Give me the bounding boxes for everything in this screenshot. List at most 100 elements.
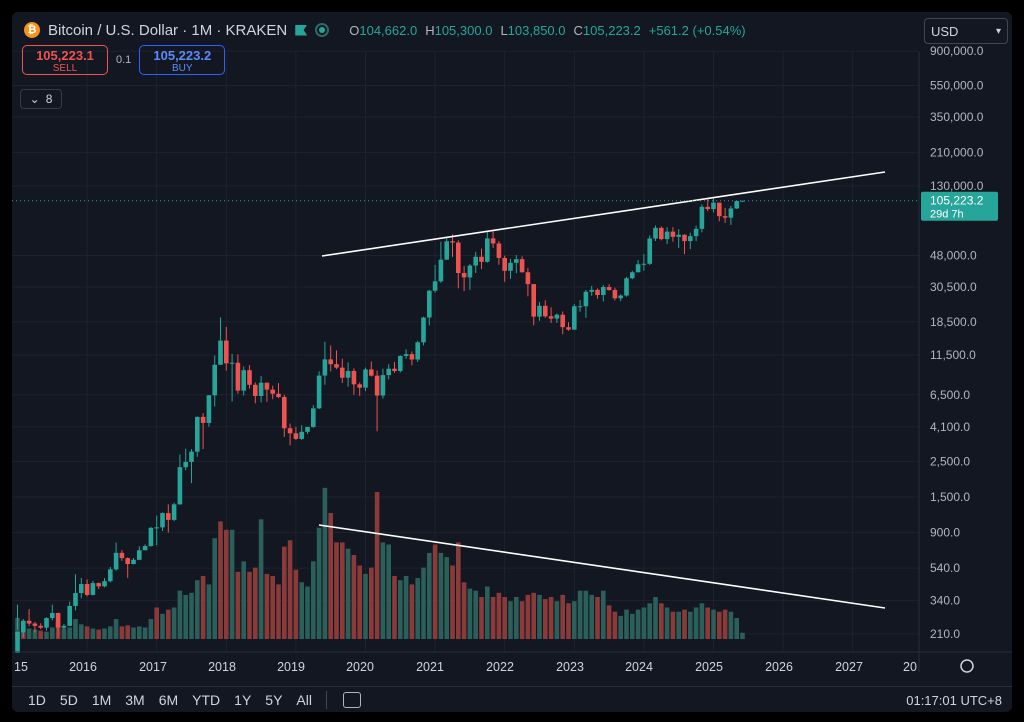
candle-body bbox=[409, 354, 415, 360]
candle-body bbox=[740, 200, 745, 202]
volume-bar bbox=[125, 625, 130, 639]
candle-body bbox=[427, 290, 432, 318]
volume-bar bbox=[322, 487, 328, 639]
candle-body bbox=[212, 364, 217, 396]
high-value: 105,300.0 bbox=[434, 22, 493, 38]
volume-bar bbox=[676, 611, 681, 639]
candle-body bbox=[357, 384, 362, 388]
volume-bar bbox=[543, 599, 548, 639]
x-tick-label: 2025 bbox=[695, 660, 723, 674]
candle-body bbox=[543, 305, 548, 317]
sell-button[interactable]: 105,223.1 SELL bbox=[22, 45, 108, 75]
candle-body bbox=[705, 206, 710, 210]
candle-body bbox=[79, 584, 84, 594]
candle-body bbox=[276, 393, 281, 397]
change-value: +561.2 (+0.54%) bbox=[648, 22, 746, 38]
currency-select[interactable]: USD ▾ bbox=[924, 18, 1008, 44]
candle-body bbox=[270, 389, 275, 394]
chart-window: 900,000.0 550,000.0 350,000.0 210,000.0 130,… bbox=[12, 12, 1012, 712]
range-6m[interactable]: 6M bbox=[158, 692, 179, 708]
range-ytd[interactable]: YTD bbox=[192, 692, 221, 708]
volume-bar bbox=[67, 627, 72, 639]
x-tick-label: 2018 bbox=[208, 660, 236, 674]
volume-bar bbox=[102, 628, 107, 639]
candle-body bbox=[90, 583, 96, 595]
x-tick-label: 2024 bbox=[625, 660, 653, 674]
candle-body bbox=[641, 263, 647, 265]
range-5y[interactable]: 5Y bbox=[265, 692, 283, 708]
buy-button[interactable]: 105,223.2 BUY bbox=[139, 45, 226, 75]
currency-value: USD bbox=[931, 23, 959, 39]
y-tick-label: 4,100.0 bbox=[930, 420, 970, 434]
candle-body bbox=[316, 375, 322, 409]
volume-bar bbox=[728, 611, 734, 639]
symbol-title[interactable]: Bitcoin / U.S. Dollar · 1M · KRAKEN bbox=[48, 21, 288, 39]
candle-body bbox=[485, 238, 490, 262]
candle-body bbox=[438, 259, 444, 282]
low-value: 103,850.0 bbox=[507, 22, 566, 38]
volume-bar bbox=[734, 618, 739, 639]
volume-bar bbox=[392, 576, 397, 639]
indicators-toggle[interactable]: ⌄ 8 bbox=[20, 89, 62, 109]
y-tick-label: 340.0 bbox=[930, 593, 960, 607]
y-tick-label: 900.0 bbox=[930, 526, 960, 540]
volume-bar bbox=[554, 601, 560, 639]
volume-bar bbox=[73, 619, 78, 639]
range-1m[interactable]: 1M bbox=[91, 692, 112, 708]
candle-body bbox=[432, 281, 438, 291]
candle-body bbox=[137, 550, 142, 560]
candle-body bbox=[328, 359, 333, 365]
volume-bar bbox=[682, 609, 687, 639]
volume-bar bbox=[154, 607, 159, 639]
volume-bar bbox=[612, 611, 618, 639]
volume-bar bbox=[601, 590, 606, 639]
volume-bar bbox=[403, 576, 409, 639]
candle-body bbox=[351, 370, 357, 385]
candle-body bbox=[177, 467, 183, 505]
volume-bar bbox=[229, 529, 235, 639]
candle-body bbox=[519, 259, 525, 273]
calendar-icon[interactable] bbox=[342, 692, 361, 708]
candle-body bbox=[345, 370, 351, 378]
volume-bar bbox=[722, 609, 728, 639]
y-tick-label: 18,500.0 bbox=[930, 315, 977, 329]
range-1y[interactable]: 1Y bbox=[234, 692, 252, 708]
volume-bar bbox=[618, 615, 623, 639]
settings-gear-icon[interactable] bbox=[960, 659, 974, 673]
clock[interactable]: 01:17:01 UTC+8 bbox=[906, 692, 1002, 708]
volume-bar bbox=[351, 555, 357, 639]
volume-bar bbox=[305, 586, 310, 639]
candle-body bbox=[630, 272, 635, 279]
volume-bar bbox=[189, 592, 194, 639]
range-all[interactable]: All bbox=[296, 692, 312, 708]
current-price-text: 105,223.2 bbox=[930, 194, 984, 208]
volume-bar bbox=[258, 519, 264, 639]
candle-body bbox=[647, 238, 652, 264]
candle-body bbox=[601, 287, 606, 296]
candle-body bbox=[142, 546, 148, 551]
candle-body bbox=[108, 569, 113, 582]
volume-bar bbox=[537, 594, 542, 639]
volume-bar bbox=[670, 611, 676, 639]
range-3m[interactable]: 3M bbox=[125, 692, 145, 708]
candle-body bbox=[67, 605, 72, 626]
bitcoin-icon: ₿ bbox=[24, 22, 40, 38]
y-tick-label: 130,000.0 bbox=[930, 179, 984, 193]
candle-body bbox=[102, 581, 107, 587]
volume-bar bbox=[113, 619, 119, 639]
volume-bar bbox=[90, 628, 96, 639]
range-1d[interactable]: 1D bbox=[28, 692, 46, 708]
volume-bar bbox=[432, 544, 438, 639]
volume-bar bbox=[183, 594, 188, 639]
price-chart[interactable]: 900,000.0 550,000.0 350,000.0 210,000.0 130,… bbox=[12, 12, 1012, 686]
candle-body bbox=[711, 202, 716, 210]
candle-body bbox=[659, 227, 664, 240]
candle-body bbox=[525, 272, 531, 285]
flag-icon[interactable] bbox=[295, 24, 308, 36]
volume-bar bbox=[664, 607, 670, 639]
volume-bar bbox=[502, 597, 507, 639]
y-tick-label: 350,000.0 bbox=[930, 110, 984, 124]
volume-bar bbox=[421, 567, 426, 639]
range-5d[interactable]: 5D bbox=[59, 692, 78, 708]
candle-body bbox=[148, 527, 154, 547]
